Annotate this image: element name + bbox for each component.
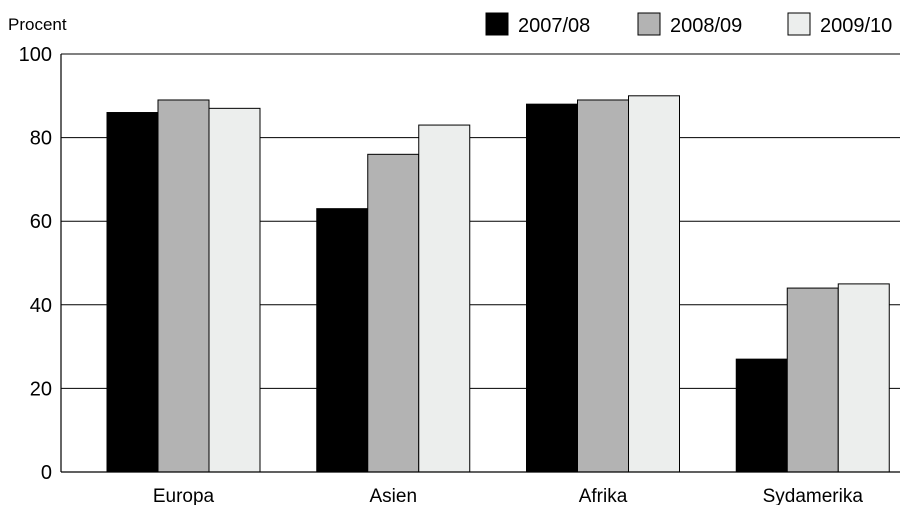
legend-swatch	[787, 12, 811, 36]
category-labels: Europa Asien Afrika Sydamerika	[153, 486, 863, 505]
legend-label: 2009/10	[820, 15, 892, 37]
bars	[106, 95, 890, 473]
bar	[106, 112, 159, 473]
bar	[735, 358, 788, 473]
y-tick-label: 40	[30, 295, 52, 317]
category-label: Asien	[369, 486, 417, 505]
legend-label: 2007/08	[518, 15, 590, 37]
bar	[316, 208, 369, 473]
category-label: Europa	[153, 486, 215, 505]
y-tick-label: 60	[30, 211, 52, 233]
y-tick-label: 80	[30, 128, 52, 150]
y-tick-labels: 0 20 40 60 80 100	[19, 44, 52, 484]
bar	[577, 99, 629, 473]
bar	[208, 107, 261, 473]
y-tick-label: 20	[30, 378, 52, 400]
y-tick-label: 0	[41, 462, 52, 484]
y-axis-unit-label: Procent	[8, 15, 67, 34]
legend-label: 2008/09	[670, 15, 742, 37]
legend-swatch	[637, 12, 661, 36]
axes	[60, 54, 900, 473]
y-tick-label: 100	[19, 44, 52, 66]
bar	[157, 99, 210, 473]
legend: 2007/08 2008/09 2009/10	[485, 12, 892, 37]
bar	[837, 283, 890, 473]
category-label: Afrika	[579, 486, 628, 505]
category-label: Sydamerika	[763, 486, 864, 505]
bar	[786, 287, 839, 473]
legend-swatch	[485, 12, 509, 36]
bar	[418, 124, 471, 473]
bar	[367, 153, 420, 473]
bar	[526, 103, 578, 473]
bar	[628, 95, 680, 473]
